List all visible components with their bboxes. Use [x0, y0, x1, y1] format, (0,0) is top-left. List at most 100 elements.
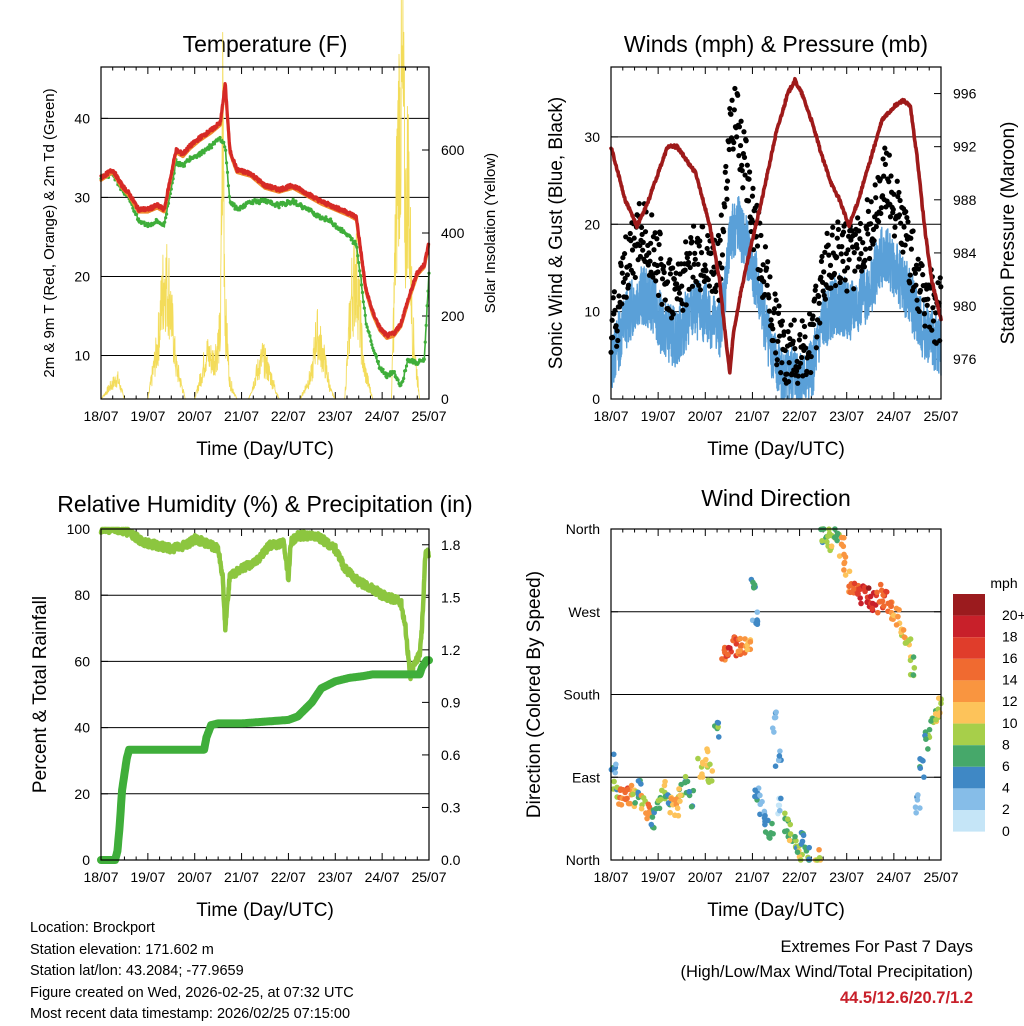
- gust-point: [901, 224, 907, 230]
- x-tick-label: 23/07: [829, 408, 864, 424]
- direction-point: [787, 831, 794, 837]
- station-info: Location: Brockport Station elevation: 1…: [30, 918, 354, 1026]
- direction-point: [754, 609, 761, 615]
- x-tick-label: 22/07: [782, 869, 817, 885]
- gust-point: [773, 297, 779, 303]
- gust-point: [618, 263, 624, 269]
- gust-point: [671, 276, 677, 282]
- gust-point: [673, 270, 679, 276]
- location-text: Location: Brockport: [30, 920, 155, 936]
- gust-point: [873, 195, 879, 201]
- gust-point: [810, 313, 816, 319]
- dewpoint-point: [238, 208, 242, 212]
- gust-point: [872, 182, 878, 188]
- gust-point: [706, 283, 713, 289]
- direction-point: [917, 805, 923, 811]
- gust-point: [829, 232, 835, 238]
- gust-point: [933, 310, 939, 316]
- plot-border-1: [100, 66, 430, 400]
- y2-axis-label: Solar Insolation (Yellow): [482, 153, 499, 313]
- gust-point: [616, 293, 622, 299]
- direction-point: [721, 647, 728, 653]
- gust-point: [766, 295, 772, 301]
- dewpoint-point: [356, 254, 360, 258]
- gust-point: [864, 226, 870, 232]
- direction-point: [635, 778, 642, 784]
- gust-point: [615, 337, 621, 344]
- colorbar-label: 0: [1002, 823, 1010, 839]
- gust-point: [768, 317, 774, 323]
- dewpoint-point: [333, 222, 337, 226]
- dewpoint-point: [374, 354, 379, 358]
- y-tick-label: West: [568, 604, 600, 620]
- gust-point: [763, 265, 770, 271]
- direction-point: [840, 543, 847, 550]
- gust-point: [774, 362, 780, 368]
- direction-point: [623, 796, 629, 803]
- gust-point: [849, 244, 856, 250]
- gust-point: [637, 242, 643, 249]
- y-tick-label: 20: [74, 268, 90, 284]
- dewpoint-point: [226, 184, 231, 188]
- gust-point: [745, 198, 752, 204]
- gust-point: [653, 278, 659, 284]
- gust-point: [855, 215, 861, 221]
- direction-point: [750, 584, 757, 591]
- gust-point: [875, 219, 882, 225]
- direction-point: [612, 769, 619, 776]
- direction-point: [926, 726, 933, 733]
- gust-point: [651, 247, 657, 253]
- gust-point: [821, 269, 827, 275]
- y2-tick-label: 1.5: [441, 589, 461, 605]
- gust-point: [736, 153, 742, 159]
- chart-title: Temperature (F): [183, 31, 348, 57]
- y2-tick-label: 0.6: [441, 747, 461, 763]
- direction-point: [761, 808, 768, 815]
- x-tick-label: 20/07: [688, 869, 723, 885]
- dewpoint-point: [294, 199, 298, 203]
- y2-tick-label: 988: [953, 192, 977, 208]
- direction-point: [851, 580, 858, 587]
- y-axis-label: Percent & Total Rainfall: [30, 596, 51, 793]
- dewpoint-point: [222, 140, 226, 144]
- direction-point: [771, 714, 778, 721]
- direction-point: [777, 748, 783, 754]
- dewpoint-point: [340, 226, 344, 231]
- direction-point: [883, 589, 890, 595]
- gust-point: [729, 97, 735, 103]
- direction-point: [715, 720, 722, 726]
- gust-point: [619, 301, 625, 307]
- gust-point: [627, 230, 633, 237]
- colorbar-label: 8: [1002, 736, 1010, 752]
- gust-point: [642, 229, 649, 235]
- direction-point: [836, 553, 843, 559]
- x-tick-label: 22/07: [271, 869, 306, 885]
- gust-point: [784, 371, 790, 377]
- direction-point: [686, 788, 693, 795]
- gust-point: [903, 209, 909, 215]
- dewpoint-point: [365, 325, 369, 329]
- gust-point: [813, 345, 819, 351]
- gust-point: [855, 264, 861, 270]
- direction-point: [858, 600, 864, 607]
- direction-point: [662, 778, 668, 785]
- gust-point: [670, 311, 676, 317]
- y2-axis-label: Station Pressure (Maroon): [998, 122, 1019, 345]
- dewpoint-point: [362, 306, 366, 310]
- gust-point: [775, 310, 782, 316]
- gust-point: [760, 262, 766, 268]
- direction-point: [773, 709, 779, 715]
- dewpoint-point: [350, 236, 354, 241]
- direction-point: [752, 787, 758, 793]
- direction-point: [857, 595, 863, 601]
- gust-point: [771, 310, 777, 316]
- gust-point: [614, 343, 620, 349]
- plot-border-4: [610, 528, 942, 861]
- gust-point: [726, 146, 732, 153]
- direction-point: [851, 586, 857, 592]
- direction-point: [846, 568, 853, 575]
- gust-point: [902, 242, 908, 248]
- chart-title: Wind Direction: [701, 485, 851, 511]
- y-tick-label: 100: [67, 521, 91, 537]
- x-axis-label: Time (Day/UTC): [196, 900, 334, 921]
